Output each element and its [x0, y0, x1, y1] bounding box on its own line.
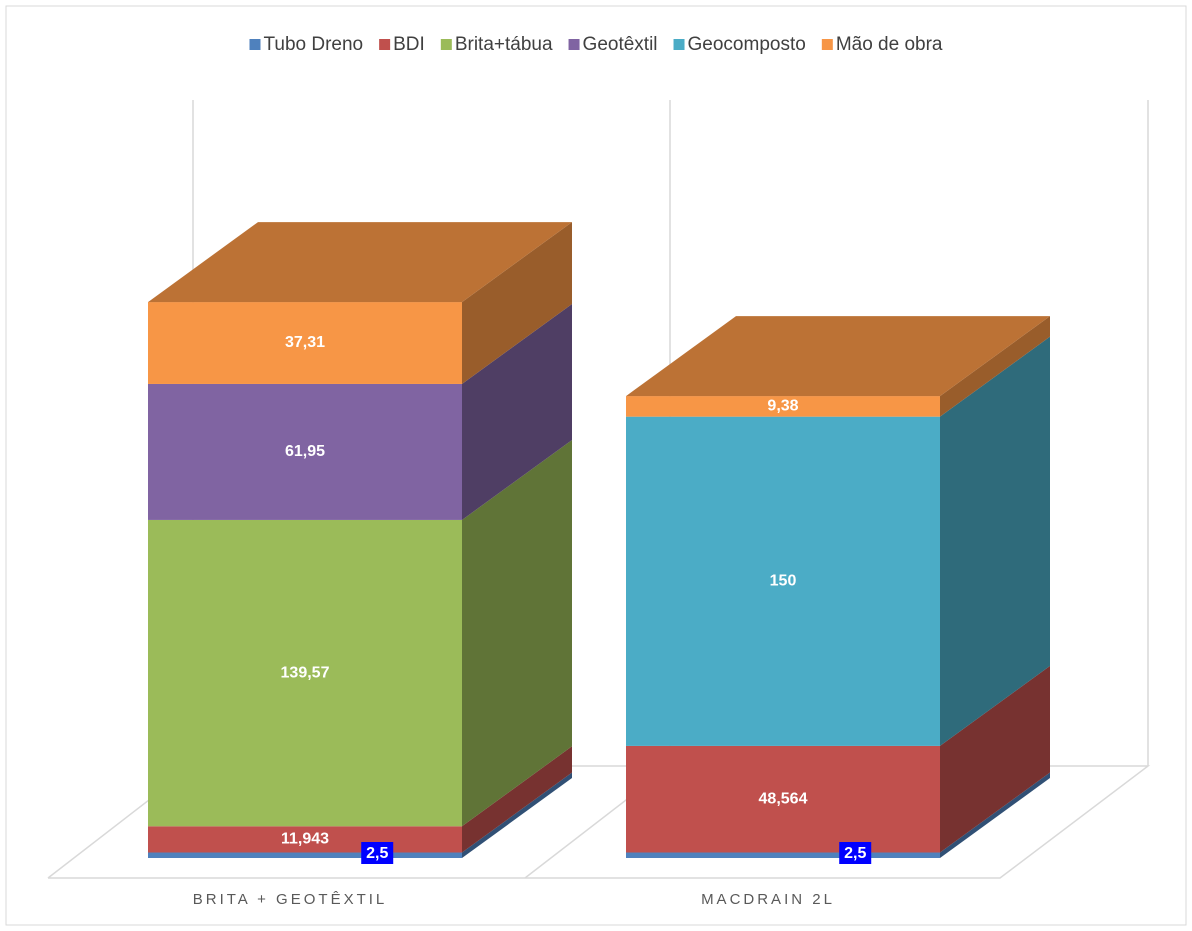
data-label: 2,5: [844, 845, 866, 862]
bar-segment: [626, 745, 940, 853]
label-background: [361, 842, 394, 864]
bar-segment: [148, 852, 462, 858]
x-tick-label: BRITA + GEOTÊXTIL: [193, 891, 388, 908]
bar-side: [462, 222, 572, 384]
bar-side: [940, 772, 1050, 858]
legend-label: Geocomposto: [688, 34, 806, 55]
data-label: 9,38: [767, 398, 798, 415]
legend-label: Mão de obra: [836, 34, 943, 55]
legend-label: Geotêxtil: [583, 34, 658, 55]
bar-segment: [148, 519, 462, 827]
bar-segment: [148, 826, 462, 853]
bar-top: [626, 316, 1050, 397]
bar-side: [462, 303, 572, 520]
legend-swatch: [821, 39, 833, 50]
legend-swatch: [568, 39, 580, 50]
bar-segment: [626, 416, 940, 746]
data-label: 150: [770, 573, 797, 590]
bar-segment: [626, 396, 940, 417]
legend-swatch: [249, 39, 261, 50]
bar-side: [940, 336, 1050, 746]
bar-side: [462, 772, 572, 858]
legend-swatch: [673, 39, 685, 50]
legend-label: Brita+tábua: [455, 34, 553, 55]
floor: [47, 765, 1151, 879]
legend-swatch: [379, 39, 391, 50]
bar-side: [462, 746, 572, 853]
data-label: 139,57: [281, 664, 330, 681]
data-label: 37,31: [285, 334, 325, 351]
data-label: 61,95: [285, 443, 325, 460]
legend-label: BDI: [393, 34, 425, 55]
bar-segment: [148, 302, 462, 384]
bar-top: [148, 222, 572, 303]
label-background: [839, 842, 872, 864]
bar-segment: [148, 383, 462, 520]
bar-side: [462, 439, 572, 827]
legend-swatch: [440, 39, 452, 50]
bar-segment: [626, 852, 940, 858]
bar-side: [940, 316, 1050, 417]
x-tick-label: MACDRAIN 2L: [701, 891, 835, 908]
legend-label: Tubo Dreno: [263, 34, 363, 55]
data-label: 48,564: [759, 790, 808, 807]
data-label: 11,943: [281, 831, 329, 848]
data-label: 2,5: [366, 845, 388, 862]
legend: Tubo Dreno BDI Brita+tábua Geotêxtil Geocomp…: [249, 34, 943, 55]
bar-side: [940, 665, 1050, 853]
